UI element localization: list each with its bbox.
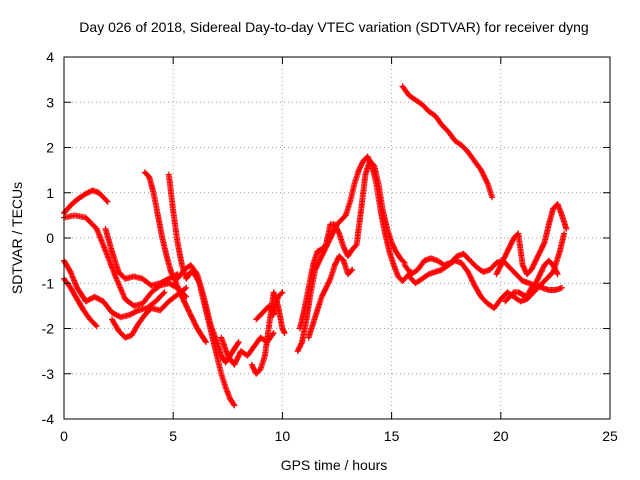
axis-ticks	[63, 56, 611, 420]
data-point-fill	[160, 290, 167, 297]
data-point	[563, 225, 570, 232]
y-tick-label: 1	[46, 185, 54, 201]
data-series-sat-g	[141, 169, 209, 346]
data-series-sat-o	[305, 253, 356, 341]
data-point	[270, 330, 277, 336]
data-point-fill	[66, 267, 73, 274]
data-point-fill	[92, 322, 99, 329]
data-point	[489, 194, 496, 201]
data-series-sat-e	[102, 225, 181, 289]
chart-title: Day 026 of 2018, Sidereal Day-to-day VTE…	[79, 19, 588, 35]
data-series-sat-c	[61, 257, 168, 321]
data-point-fill	[103, 197, 110, 204]
data-point	[93, 323, 100, 330]
data-series-sat-s	[493, 201, 570, 278]
y-tick-label: 4	[46, 49, 54, 65]
data-point-fill	[182, 285, 189, 292]
y-tick-label: 0	[46, 230, 54, 246]
data-point	[281, 330, 288, 336]
x-tick-label: 5	[169, 428, 177, 444]
data-point	[183, 284, 190, 291]
tick-labels: 0 5 10 15 20 25 -4 -3 -2 -1 0 1 2 3 4	[42, 49, 618, 444]
data-series-sat-p	[399, 83, 496, 201]
y-tick-label: 2	[46, 140, 54, 156]
y-tick-label: -3	[42, 366, 55, 382]
x-axis-label: GPS time / hours	[281, 457, 388, 473]
data-point-fill	[235, 340, 241, 347]
data-point-fill	[348, 267, 355, 274]
data-point-fill	[230, 401, 237, 408]
data-series-sat-b	[61, 212, 190, 309]
data-series-sat-i	[174, 262, 242, 366]
y-tick-label: 3	[46, 94, 54, 110]
grid-lines	[64, 57, 610, 419]
data-point-fill	[269, 331, 276, 338]
x-tick-label: 15	[384, 428, 400, 444]
data-point	[349, 266, 356, 273]
data-point	[161, 289, 168, 296]
data-point-fill	[278, 290, 285, 297]
data-series-sat-t	[502, 257, 561, 305]
data-point	[82, 190, 89, 197]
data-point	[231, 402, 238, 409]
y-tick-label: -2	[42, 321, 55, 337]
data-point	[559, 284, 565, 291]
data-point-fill	[352, 242, 359, 249]
data-point	[279, 289, 286, 296]
y-tick-label: -4	[42, 411, 55, 427]
data-point-fill	[478, 168, 485, 175]
data-point-fill	[234, 354, 241, 361]
x-tick-label: 25	[602, 428, 618, 444]
data-series-sat-r	[406, 230, 568, 312]
y-tick-label: -1	[42, 275, 55, 291]
data-point-fill	[233, 357, 240, 364]
data-series-sat-l	[248, 289, 288, 377]
y-axis-label: SDTVAR / TECUs	[9, 182, 25, 294]
data-point	[104, 198, 111, 205]
data-series-sat-n	[296, 158, 408, 332]
data-point-fill	[232, 360, 238, 367]
data-point	[235, 339, 242, 346]
data-point	[554, 271, 561, 278]
x-tick-label: 10	[275, 428, 291, 444]
x-tick-label: 0	[60, 428, 68, 444]
x-tick-label: 20	[493, 428, 509, 444]
data-point-fill	[509, 290, 516, 297]
data-series	[61, 83, 570, 409]
data-point-fill	[400, 258, 407, 265]
data-point-fill	[298, 340, 305, 347]
data-point	[561, 230, 568, 237]
data-series-sat-a	[61, 187, 111, 217]
data-point	[203, 339, 209, 346]
data-point-fill	[202, 337, 209, 344]
